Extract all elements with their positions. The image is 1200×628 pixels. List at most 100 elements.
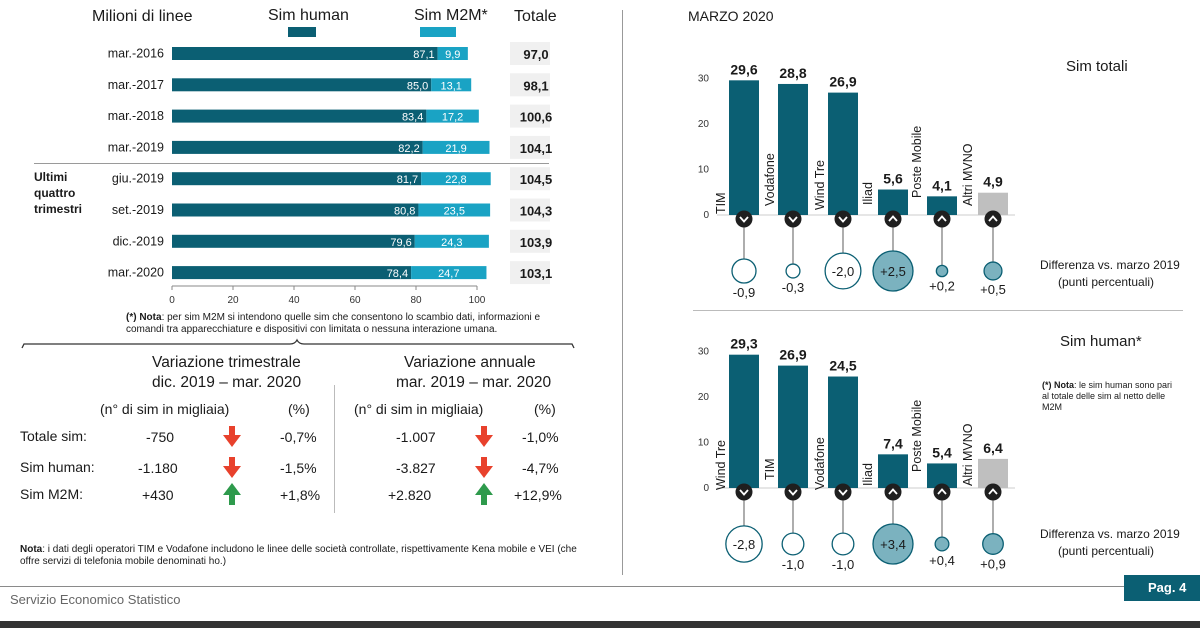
bar	[778, 365, 808, 488]
y-tick-label: 10	[698, 165, 710, 176]
diff-label: +0,2	[929, 279, 955, 294]
diff-label: -0,9	[733, 285, 755, 300]
bar-human-label: 82,2	[398, 143, 419, 155]
bar	[927, 196, 957, 215]
diff-label: -2,0	[832, 264, 854, 279]
bar-m2m-label: 24,7	[438, 268, 459, 280]
stacked-bar-chart: 0 20 40 60 80 100 mar.-2016 87,1 9,9 97,0 mar.-201…	[108, 42, 553, 306]
y-tick-label: 10	[698, 438, 710, 449]
total-value: 98,1	[523, 78, 548, 93]
category-label: Wind Tre	[813, 160, 827, 210]
legend-human-swatch	[288, 27, 316, 37]
bar-m2m-label: 17,2	[442, 112, 463, 124]
diff-bubble	[872, 523, 914, 565]
chevron-up-icon	[937, 215, 947, 222]
bar-human	[172, 47, 438, 60]
chevron-up-icon	[888, 215, 898, 222]
ann-title-2: mar. 2019 – mar. 2020	[396, 374, 552, 391]
arrow-up-icon	[475, 483, 493, 505]
chevron-badge-icon	[884, 483, 902, 501]
trim-title-2: dic. 2019 – mar. 2020	[152, 374, 302, 391]
category-label: mar.-2016	[108, 47, 164, 61]
chevron-badge-icon	[933, 483, 951, 501]
page-number: Pag. 4	[1148, 580, 1187, 595]
x-tick-label: 100	[469, 295, 486, 306]
bottom-dark-strip	[0, 621, 1200, 628]
ann-col-pct: (%)	[534, 401, 556, 417]
category-label: dic.-2019	[113, 234, 164, 248]
total-box	[510, 198, 550, 222]
total-value: 97,0	[523, 47, 548, 62]
category-label: mar.-2018	[108, 109, 164, 123]
table-vertical-divider	[334, 385, 335, 513]
category-label: mar.-2017	[108, 78, 164, 92]
bar-human-label: 81,7	[397, 174, 418, 186]
row-label-m2m: Sim M2M:	[20, 486, 83, 502]
bar-value-label: 4,9	[983, 174, 1003, 190]
bar-value-label: 4,1	[932, 177, 952, 193]
bar-m2m	[411, 266, 487, 280]
trim-count-m2m: +430	[142, 487, 174, 503]
category-label: Altri MVNO	[961, 143, 975, 206]
trim-count-human: -1.180	[138, 460, 178, 476]
note-bold: (*) Nota	[126, 312, 162, 323]
chevron-badge-icon	[884, 210, 902, 228]
category-label: Iliad	[861, 182, 875, 205]
arrow-down-icon	[223, 457, 241, 478]
trim-col-count: (n° di sim in migliaia)	[100, 401, 230, 417]
left-chart-note: (*) Nota: per sim M2M si intendono quell…	[126, 312, 576, 336]
bar	[729, 80, 759, 215]
total-box	[510, 261, 550, 285]
diff-label: -1,0	[832, 557, 854, 572]
y-tick-label: 0	[703, 210, 709, 221]
bar-value-label: 7,4	[883, 435, 903, 451]
total-box	[510, 167, 550, 191]
bar-human-label: 78,4	[387, 268, 408, 280]
category-label: Altri MVNO	[961, 423, 975, 486]
bar-value-label: 26,9	[779, 347, 806, 363]
bar	[978, 192, 1008, 215]
bar-human-label: 83,4	[402, 112, 423, 124]
trim-title-1: Variazione trimestrale	[152, 354, 301, 371]
trim-pct-totale: -0,7%	[280, 429, 317, 445]
diff-bubble	[831, 532, 855, 556]
row-label-human: Sim human:	[20, 459, 95, 475]
human-note-2: al totale delle sim al netto delle	[1042, 391, 1166, 401]
page-badge	[1124, 575, 1200, 601]
chart-title-sim-human: Sim human*	[1060, 333, 1142, 350]
chevron-down-icon	[739, 216, 749, 223]
group-divider	[34, 163, 549, 164]
bottom-note-text-1: : i dati degli operatori TIM e Vodafone …	[42, 544, 577, 555]
chevron-up-icon	[988, 488, 998, 495]
y-tick-label: 20	[698, 392, 710, 403]
category-label: Poste Mobile	[910, 126, 924, 198]
bar	[828, 92, 858, 215]
group-label-line-2: quattro	[34, 186, 76, 200]
note-text-1: : per sim M2M si intendono quelle sim ch…	[161, 312, 541, 323]
chevron-up-icon	[888, 488, 898, 495]
x-tick-label: 80	[410, 295, 422, 306]
legend-m2m-swatch	[420, 27, 456, 37]
diff-label: +2,5	[880, 264, 906, 279]
group-label-line-1: Ultimi	[34, 170, 68, 184]
bar	[878, 454, 908, 488]
diff-label-2-top: (punti percentuali)	[1058, 275, 1155, 289]
legend-m2m-label: Sim M2M*	[414, 7, 488, 24]
ann-pct-totale: -1,0%	[522, 429, 559, 445]
bar-human	[172, 78, 432, 92]
bar-human	[172, 109, 427, 123]
trim-pct-m2m: +1,8%	[280, 487, 321, 503]
chevron-badge-icon	[984, 210, 1002, 228]
center-divider	[622, 10, 623, 575]
diff-bubble	[785, 263, 801, 279]
diff-label: -2,8	[733, 537, 755, 552]
x-tick-label: 40	[288, 295, 300, 306]
total-box	[510, 42, 550, 65]
bar-m2m-label: 22,8	[445, 174, 466, 186]
bar-m2m	[421, 172, 491, 186]
diff-label: +3,4	[880, 537, 906, 552]
total-value: 103,9	[520, 235, 553, 250]
total-value: 104,3	[520, 204, 553, 219]
chevron-badge-icon	[984, 483, 1002, 501]
